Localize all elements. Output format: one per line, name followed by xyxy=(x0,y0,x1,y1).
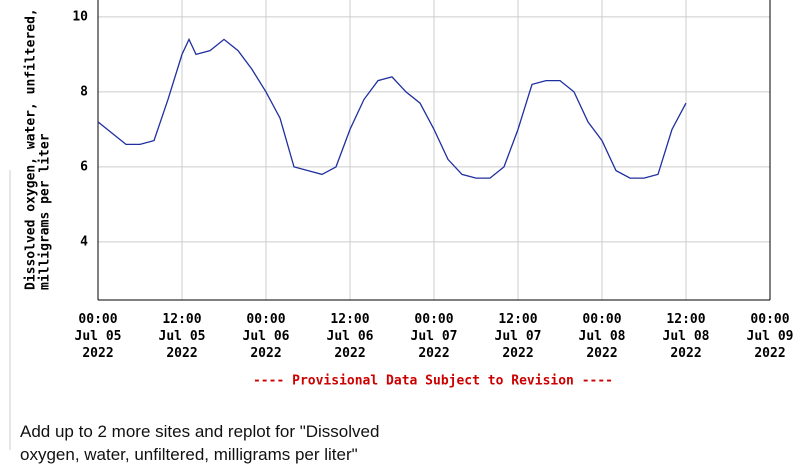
x-tick-label: 00:00 Jul 07 2022 xyxy=(411,312,458,361)
x-tick-line: 12:00 xyxy=(330,312,369,327)
x-tick-line: 2022 xyxy=(502,346,533,361)
x-tick-label: 12:00 Jul 06 2022 xyxy=(327,312,374,361)
x-tick-line: 12:00 xyxy=(162,312,201,327)
x-tick-line: 2022 xyxy=(250,346,281,361)
x-tick-line: Jul 08 xyxy=(663,329,710,344)
notice: ---- Provisional Data Subject to Revisio… xyxy=(253,374,613,389)
x-tick-line: Jul 05 xyxy=(75,329,122,344)
x-tick-label: 00:00 Jul 08 2022 xyxy=(579,312,626,361)
x-tick-line: 00:00 xyxy=(582,312,621,327)
x-tick-line: 2022 xyxy=(418,346,449,361)
x-tick-line: Jul 07 xyxy=(495,329,542,344)
x-tick-line: 12:00 xyxy=(666,312,705,327)
x-tick-label: 00:00 Jul 06 2022 xyxy=(243,312,290,361)
footer-text: Add up to 2 more sites and replot for "D… xyxy=(20,422,380,464)
page: ---- Provisional Data Subject to Revisio… xyxy=(9,0,794,464)
x-tick-label: 12:00 Jul 08 2022 xyxy=(663,312,710,361)
x-tick-line: Jul 06 xyxy=(243,329,290,344)
x-tick-line: Jul 06 xyxy=(327,329,374,344)
x-tick-line: Jul 08 xyxy=(579,329,626,344)
x-tick-line: Jul 05 xyxy=(159,329,206,344)
x-tick-label: 00:00 Jul 05 2022 xyxy=(75,312,122,361)
x-tick-line: 00:00 xyxy=(750,312,789,327)
chart: ---- Provisional Data Subject to Revisio… xyxy=(9,0,794,450)
y-tick-label: 6 xyxy=(80,159,88,174)
x-tick-line: 2022 xyxy=(166,346,197,361)
x-tick-line: 00:00 xyxy=(78,312,117,327)
x-tick-label: 12:00 Jul 07 2022 xyxy=(495,312,542,361)
data-line xyxy=(97,37,687,179)
x-tick-line: Jul 09 xyxy=(747,329,794,344)
y-axis-label: milligrams per liter xyxy=(38,133,53,290)
x-tick-line: 2022 xyxy=(586,346,617,361)
x-tick-line: 2022 xyxy=(670,346,701,361)
x-tick-line: 00:00 xyxy=(246,312,285,327)
y-tick-label: 4 xyxy=(80,234,88,249)
x-tick-label: 00:00 Jul 09 2022 xyxy=(747,312,794,361)
y-axis-label: Dissolved oxygen, water, unfiltered, xyxy=(24,8,39,290)
x-tick-line: Jul 07 xyxy=(411,329,458,344)
x-tick-line: 2022 xyxy=(334,346,365,361)
x-tick-line: 2022 xyxy=(82,346,113,361)
x-tick-line: 12:00 xyxy=(498,312,537,327)
y-tick-label: 10 xyxy=(72,9,88,24)
y-tick-label: 8 xyxy=(80,84,88,99)
x-tick-label: 12:00 Jul 05 2022 xyxy=(159,312,206,361)
x-tick-line: 2022 xyxy=(754,346,785,361)
x-tick-line: 00:00 xyxy=(414,312,453,327)
